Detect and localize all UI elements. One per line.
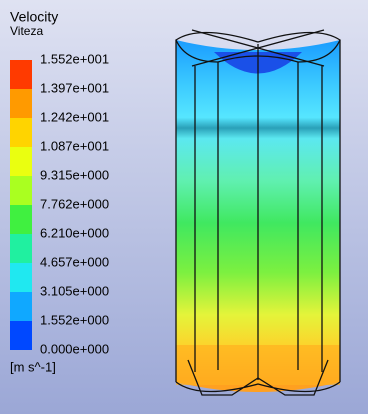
legend-label: 1.552e+000 — [40, 312, 109, 327]
color-band — [10, 234, 32, 263]
color-band — [10, 60, 32, 89]
legend-subtitle: Viteza — [10, 24, 43, 38]
legend-title: Velocity — [10, 9, 58, 25]
color-band — [10, 263, 32, 292]
legend-unit: [m s^-1] — [10, 359, 56, 374]
color-band — [10, 292, 32, 321]
color-band — [10, 321, 32, 350]
legend-label: 0.000e+000 — [40, 341, 109, 356]
legend-label: 1.552e+001 — [40, 51, 109, 66]
color-band — [10, 118, 32, 147]
screenshot: Velocity Viteza 1.552e+001 1.397e+001 1.24… — [0, 0, 368, 414]
legend-label: 1.087e+001 — [40, 138, 109, 153]
color-band — [10, 147, 32, 176]
page: Velocity Viteza 1.552e+001 1.397e+001 1.24… — [0, 0, 368, 414]
legend-label: 3.105e+000 — [40, 283, 109, 298]
color-bar — [10, 60, 32, 350]
legend-label: 6.210e+000 — [40, 225, 109, 240]
geometry — [176, 30, 340, 395]
legend-label: 7.762e+000 — [40, 196, 109, 211]
color-band — [10, 176, 32, 205]
legend-label: 1.397e+001 — [40, 80, 109, 95]
legend-label: 4.657e+000 — [40, 254, 109, 269]
color-band — [10, 89, 32, 118]
legend-label: 1.242e+001 — [40, 109, 109, 124]
legend-label: 9.315e+000 — [40, 167, 109, 182]
color-band — [10, 205, 32, 234]
